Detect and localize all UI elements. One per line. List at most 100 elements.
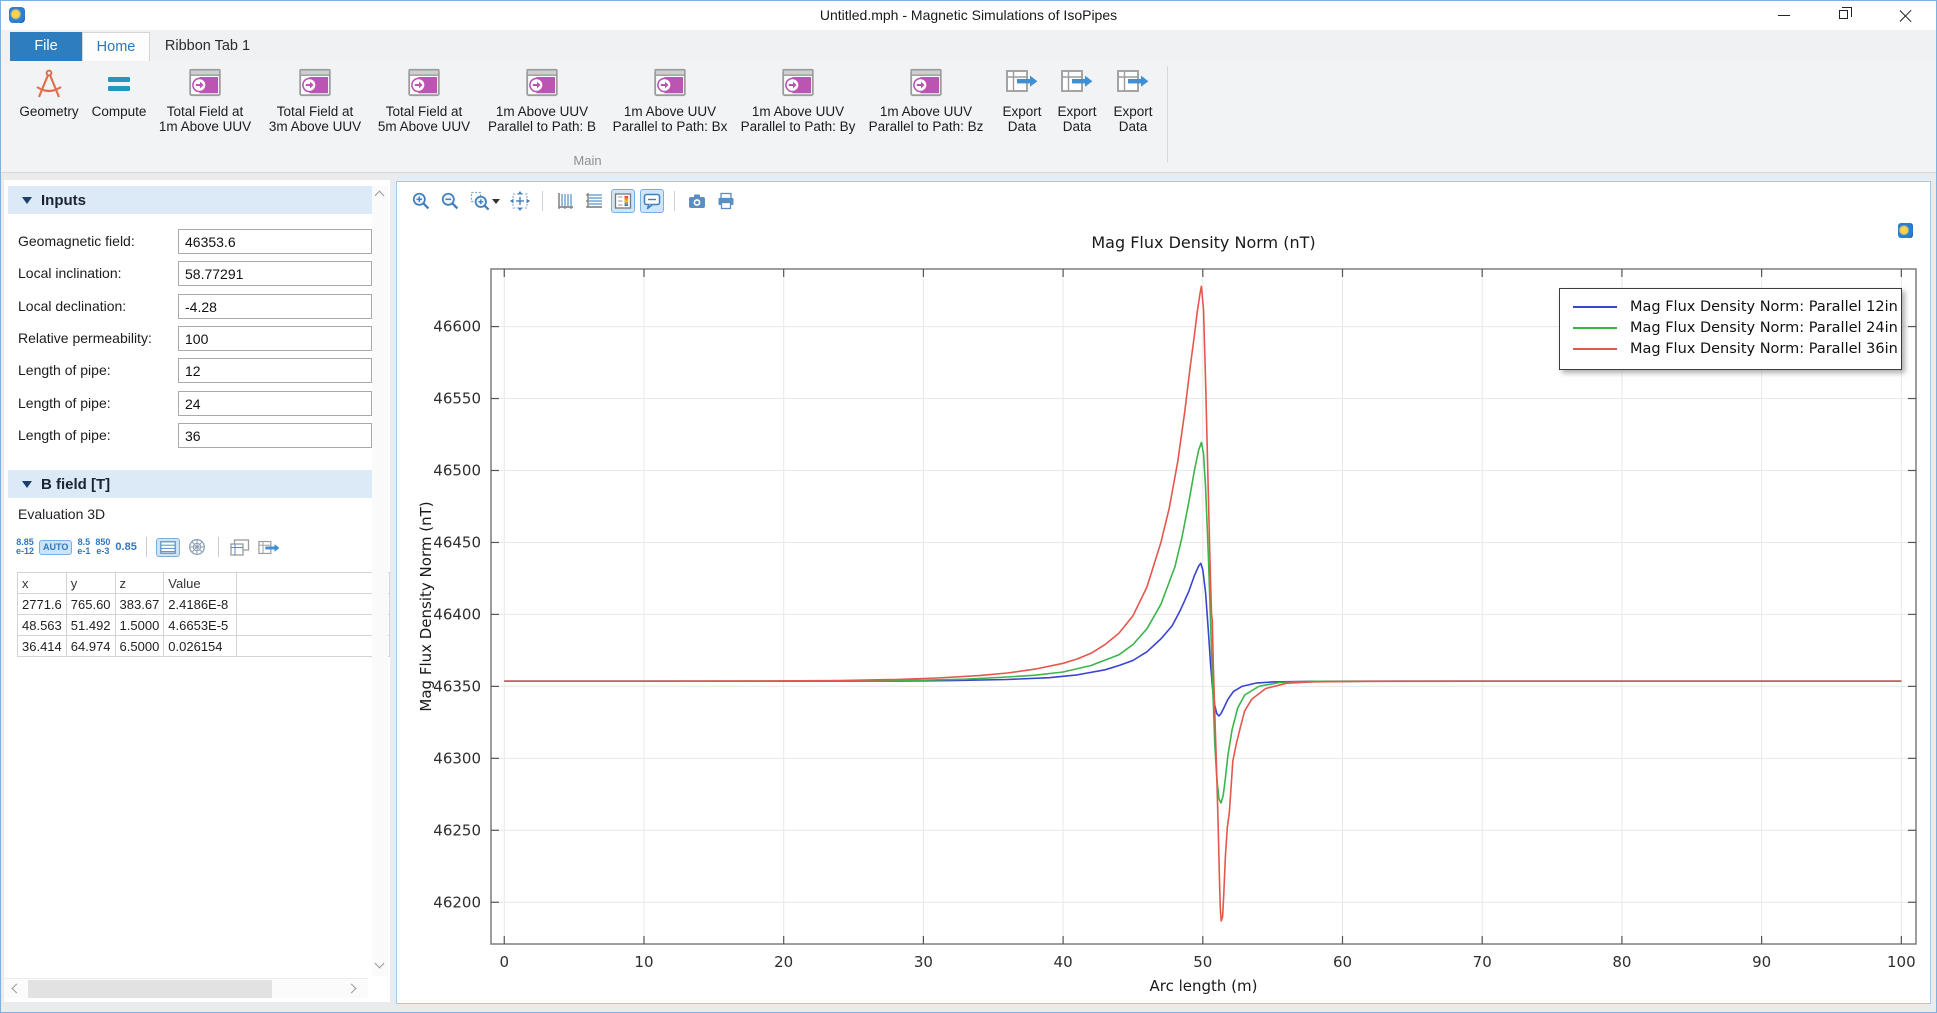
- inputs-section-header[interactable]: Inputs: [8, 186, 372, 214]
- image-snapshot-button[interactable]: [685, 189, 709, 213]
- restore-icon: [1839, 10, 1848, 19]
- x-tick-label: 30: [914, 953, 933, 971]
- minimize-icon: [1778, 15, 1790, 16]
- print-button[interactable]: [714, 189, 738, 213]
- inputs-section-title: Inputs: [41, 192, 86, 209]
- settings-sidebar: Inputs Geomagnetic field:Local inclinati…: [4, 180, 390, 1002]
- table-cell: 64.974: [66, 636, 115, 657]
- color-legend-toggle-button[interactable]: [611, 189, 635, 213]
- parameter-row: Geomagnetic field:: [4, 229, 372, 255]
- minimize-button[interactable]: [1761, 0, 1807, 30]
- parameter-label: Relative permeability:: [18, 330, 152, 346]
- parameter-input-length-of-pipe-6[interactable]: [178, 423, 372, 448]
- sidebar-horizontal-scrollbar[interactable]: [4, 978, 368, 998]
- ribbon-button-1m-above-uuv-parallel-to-path-by[interactable]: 1m Above UUVParallel to Path: By: [734, 66, 862, 166]
- parameter-label: Length of pipe:: [18, 395, 111, 411]
- copy-table-icon: [230, 539, 250, 556]
- sidebar-vertical-scrollbar[interactable]: [372, 186, 388, 976]
- zoom-extents-button[interactable]: [508, 189, 532, 213]
- y-axis-log-scale-button[interactable]: [582, 189, 606, 213]
- y-tick-label: 46600: [433, 318, 481, 336]
- table-cell: 4.6653E-5: [164, 615, 236, 636]
- zoom-out-button[interactable]: [438, 189, 462, 213]
- evaluation-results-table[interactable]: xyzValue2771.6765.60383.672.4186E-848.56…: [17, 572, 390, 657]
- zoom-box-button[interactable]: [467, 189, 503, 213]
- ribbon-button-total-field-at-3m-above-uuv[interactable]: Total Field at3m Above UUV: [260, 66, 370, 166]
- scroll-down-icon[interactable]: [375, 959, 385, 969]
- export-table-button[interactable]: [257, 535, 281, 559]
- parameter-input-local-inclination-1[interactable]: [178, 261, 372, 286]
- copy-table-button[interactable]: [228, 535, 252, 559]
- table-grid-icon: [160, 541, 176, 554]
- ribbon-button-1m-above-uuv-parallel-to-path-bz[interactable]: 1m Above UUVParallel to Path: Bz: [862, 66, 990, 166]
- ribbon-button-label: Total Field at1m Above UUV: [150, 104, 260, 134]
- printer-icon: [716, 191, 736, 211]
- camera-icon: [687, 191, 707, 211]
- ribbon-button-label: 1m Above UUVParallel to Path: Bz: [862, 104, 990, 134]
- parameter-row: Length of pipe:: [4, 358, 372, 384]
- parameter-input-relative-permeability-3[interactable]: [178, 326, 372, 351]
- table-cell: 1.5000: [115, 615, 164, 636]
- graphics-window[interactable]: 0102030405060708090100462004625046300463…: [396, 181, 1931, 1004]
- ribbon-button-total-field-at-1m-above-uuv[interactable]: Total Field at1m Above UUV: [150, 66, 260, 166]
- zoom-in-button[interactable]: [409, 189, 433, 213]
- plot-window-icon: [526, 68, 558, 97]
- parameter-input-geomagnetic-field-0[interactable]: [178, 229, 372, 254]
- ribbon-button-1m-above-uuv-parallel-to-path-bx[interactable]: 1m Above UUVParallel to Path: Bx: [606, 66, 734, 166]
- x-axis-log-scale-button[interactable]: [553, 189, 577, 213]
- compute-equals-icon: [102, 68, 136, 100]
- parameter-input-length-of-pipe-4[interactable]: [178, 358, 372, 383]
- scroll-right-icon[interactable]: [347, 984, 357, 994]
- table-row[interactable]: 48.56351.4921.50004.6653E-5: [18, 615, 390, 636]
- ribbon-button-geometry[interactable]: Geometry: [10, 66, 88, 166]
- table-row[interactable]: 2771.6765.60383.672.4186E-8: [18, 594, 390, 615]
- format-decimal-button[interactable]: 0.85: [115, 541, 136, 553]
- table-header-Value: Value: [164, 573, 236, 594]
- bfield-section-header[interactable]: B field [T]: [8, 470, 372, 498]
- polar-view-button[interactable]: [185, 535, 209, 559]
- close-button[interactable]: [1882, 0, 1928, 30]
- table-view-button[interactable]: [156, 538, 180, 557]
- x-tick-label: 80: [1612, 953, 1631, 971]
- chart-title: Mag Flux Density Norm (nT): [1091, 233, 1315, 252]
- horizontal-scroll-thumb[interactable]: [28, 980, 272, 998]
- plot-tooltip-toggle-button[interactable]: [640, 189, 664, 213]
- tab-home[interactable]: Home: [82, 32, 150, 61]
- zoom-extents-icon: [509, 190, 531, 212]
- ribbon-button-export-data[interactable]: ExportData: [1051, 66, 1103, 166]
- ribbon-button-compute[interactable]: Compute: [87, 66, 151, 166]
- format-auto-button[interactable]: AUTO: [39, 540, 72, 555]
- table-cell: 2771.6: [18, 594, 67, 615]
- ribbon-button-label: 1m Above UUVParallel to Path: By: [734, 104, 862, 134]
- comsol-logo-button[interactable]: [1898, 223, 1913, 238]
- x-tick-label: 0: [499, 953, 509, 971]
- format-scientific-button[interactable]: 8.85 e-12: [16, 538, 34, 556]
- tab-ribbon-tab-1[interactable]: Ribbon Tab 1: [155, 32, 260, 61]
- parameter-input-length-of-pipe-5[interactable]: [178, 391, 372, 416]
- parameter-row: Local declination:: [4, 294, 372, 320]
- y-tick-label: 46200: [433, 893, 481, 911]
- ribbon-button-export-data[interactable]: ExportData: [1107, 66, 1159, 166]
- tab-file[interactable]: File: [10, 32, 82, 61]
- scroll-left-icon[interactable]: [12, 984, 22, 994]
- tooltip-bubble-icon: [642, 191, 662, 211]
- parameter-label: Length of pipe:: [18, 427, 111, 443]
- format-engineering-e3-button[interactable]: 850 e-3: [95, 538, 110, 556]
- ribbon-button-export-data[interactable]: ExportData: [996, 66, 1048, 166]
- restore-button[interactable]: [1821, 0, 1867, 30]
- export-data-icon: [1116, 68, 1150, 95]
- table-cell: 48.563: [18, 615, 67, 636]
- format-engineering-button[interactable]: 8.5 e-1: [77, 538, 90, 556]
- parameter-row: Length of pipe:: [4, 423, 372, 449]
- table-row[interactable]: 36.41464.9746.50000.026154: [18, 636, 390, 657]
- plot-window-icon: [782, 68, 814, 97]
- ribbon-button-total-field-at-5m-above-uuv[interactable]: Total Field at5m Above UUV: [370, 66, 478, 166]
- legend-label: Mag Flux Density Norm: Parallel 36in: [1630, 341, 1898, 357]
- table-cell: [236, 636, 389, 657]
- legend-line-sample: [1573, 306, 1617, 308]
- evaluation-3d-label: Evaluation 3D: [18, 506, 105, 522]
- scroll-up-icon[interactable]: [375, 191, 385, 201]
- y-tick-label: 46300: [433, 749, 481, 767]
- ribbon-button-1m-above-uuv-parallel-to-path-b[interactable]: 1m Above UUVParallel to Path: B: [478, 66, 606, 166]
- parameter-input-local-declination-2[interactable]: [178, 294, 372, 319]
